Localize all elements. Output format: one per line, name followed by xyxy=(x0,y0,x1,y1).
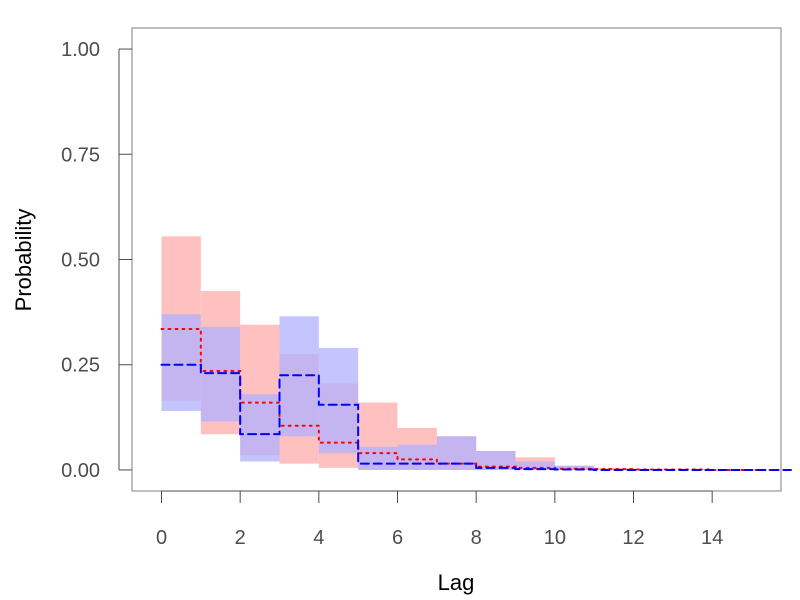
x-tick-label-12: 12 xyxy=(622,527,644,549)
band-series2-lag-9 xyxy=(515,461,555,470)
y-axis: 0.00 0.25 0.50 0.75 1.00 xyxy=(61,39,132,482)
y-tick-label-0.25: 0.25 xyxy=(61,355,100,377)
band-series2-lag-4 xyxy=(318,347,359,454)
x-tick-label-6: 6 xyxy=(392,527,403,549)
band-series2-lag-6 xyxy=(397,444,437,470)
x-axis: 0 2 4 6 8 10 12 14 xyxy=(156,490,723,549)
x-axis-title: Lag xyxy=(438,570,475,595)
y-tick-label-0.75: 0.75 xyxy=(61,144,100,166)
x-tick-label-10: 10 xyxy=(544,527,566,549)
band-series2-lag-8 xyxy=(476,451,516,470)
band-series2-lag-0 xyxy=(161,314,201,412)
band-series1-lag-11 xyxy=(594,467,634,470)
y-axis-title: Probability xyxy=(11,209,36,312)
x-tick-label-4: 4 xyxy=(313,527,324,549)
x-tick-label-8: 8 xyxy=(471,527,482,549)
band-series2-lag-3 xyxy=(279,316,319,437)
estimate-line-series-2 xyxy=(160,363,792,471)
x-tick-label-14: 14 xyxy=(701,527,723,549)
y-tick-label-0.5: 0.50 xyxy=(61,250,100,272)
y-tick-label-0: 0.00 xyxy=(61,460,100,482)
x-tick-label-2: 2 xyxy=(235,527,246,549)
confidence-bands xyxy=(161,236,713,470)
band-series2-lag-2 xyxy=(240,394,280,462)
y-tick-label-1: 1.00 xyxy=(61,39,100,61)
x-tick-label-0: 0 xyxy=(156,527,167,549)
band-series2-lag-1 xyxy=(200,326,241,422)
band-series2-lag-7 xyxy=(436,436,477,470)
estimate-lines xyxy=(160,327,792,471)
band-series2-lag-5 xyxy=(358,446,398,470)
